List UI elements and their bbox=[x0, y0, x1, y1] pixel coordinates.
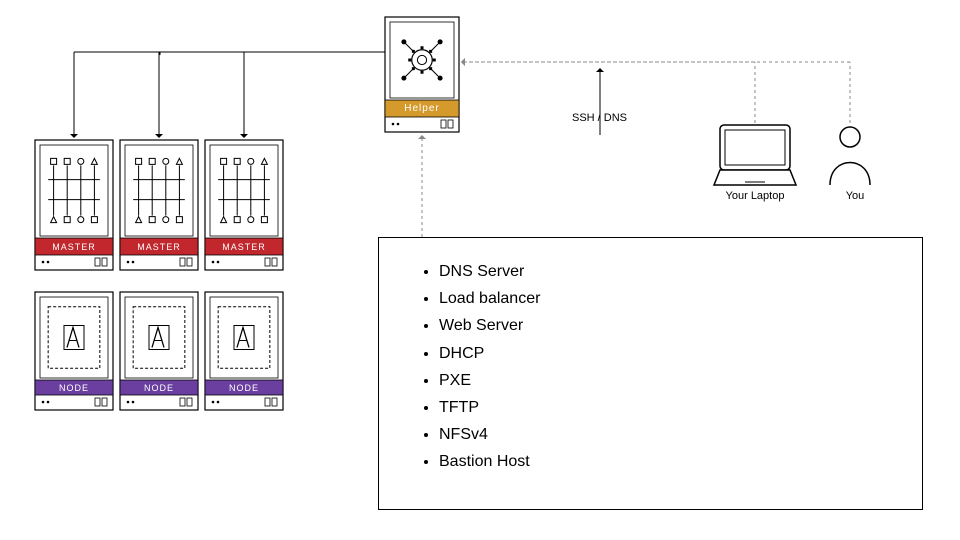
master-label: MASTER bbox=[35, 238, 113, 255]
node-label: NODE bbox=[35, 380, 113, 395]
ssh-dns-label: SSH / DNS bbox=[572, 112, 627, 124]
user-label: You bbox=[835, 190, 875, 202]
service-item: PXE bbox=[439, 367, 902, 394]
service-item: Web Server bbox=[439, 312, 902, 339]
laptop-label: Your Laptop bbox=[715, 190, 795, 202]
node-label: NODE bbox=[205, 380, 283, 395]
master-label: MASTER bbox=[120, 238, 198, 255]
node-label: NODE bbox=[120, 380, 198, 395]
master-label: MASTER bbox=[205, 238, 283, 255]
service-item: DHCP bbox=[439, 340, 902, 367]
service-item: Load balancer bbox=[439, 285, 902, 312]
helper-label: Helper bbox=[385, 100, 459, 117]
service-item: Bastion Host bbox=[439, 448, 902, 475]
services-list-box: DNS ServerLoad balancerWeb ServerDHCPPXE… bbox=[378, 237, 923, 510]
service-item: DNS Server bbox=[439, 258, 902, 285]
service-item: NFSv4 bbox=[439, 421, 902, 448]
service-item: TFTP bbox=[439, 394, 902, 421]
